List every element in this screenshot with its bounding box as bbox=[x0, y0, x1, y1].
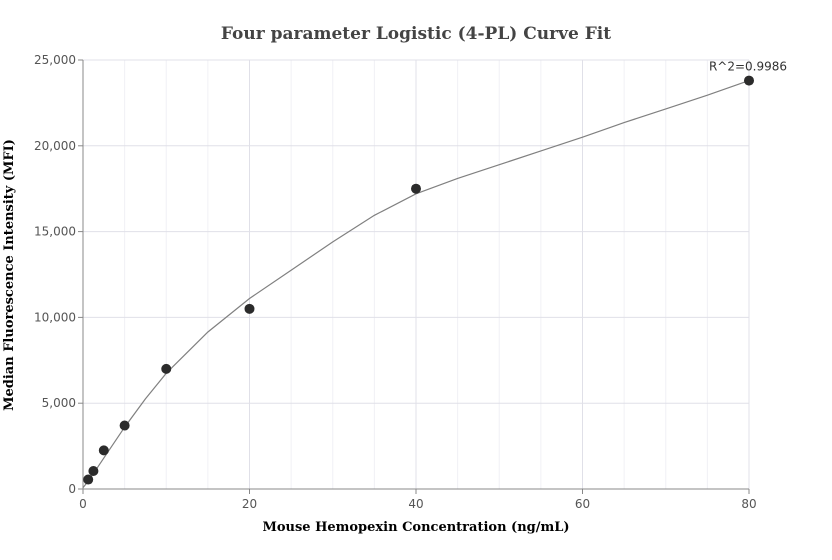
y-tick-label: 10,000 bbox=[34, 310, 76, 324]
x-tick-label: 0 bbox=[79, 497, 87, 511]
y-axis-title: Median Fluorescence Intensity (MFI) bbox=[2, 139, 17, 411]
x-tick-labels: 0 20 40 60 80 bbox=[79, 489, 757, 511]
x-tick-label: 40 bbox=[408, 497, 423, 511]
data-point bbox=[161, 363, 172, 374]
major-grid bbox=[83, 59, 750, 489]
r-squared-annotation: R^2=0.9986 bbox=[709, 60, 787, 74]
y-tick-label: 25,000 bbox=[34, 53, 76, 67]
data-point bbox=[83, 474, 94, 485]
data-point bbox=[88, 465, 99, 476]
data-point bbox=[411, 183, 421, 194]
y-tick-labels: 0 5,000 10,000 15,000 20,000 25,000 bbox=[34, 53, 83, 496]
fit-curve bbox=[82, 80, 750, 488]
x-tick-label: 20 bbox=[242, 497, 257, 511]
minor-grid bbox=[124, 60, 708, 489]
data-point bbox=[98, 445, 109, 456]
data-point bbox=[119, 420, 130, 431]
data-point bbox=[244, 303, 255, 314]
y-tick-label: 5,000 bbox=[42, 396, 76, 410]
data-point bbox=[744, 75, 754, 86]
chart-title: Four parameter Logistic (4-PL) Curve Fit bbox=[221, 24, 611, 44]
y-tick-label: 20,000 bbox=[34, 139, 76, 153]
x-tick-label: 60 bbox=[575, 497, 590, 511]
data-points bbox=[83, 75, 754, 485]
x-axis-title: Mouse Hemopexin Concentration (ng/mL) bbox=[262, 520, 569, 535]
x-tick-label: 80 bbox=[741, 497, 756, 511]
y-tick-label: 0 bbox=[68, 482, 76, 496]
y-tick-label: 15,000 bbox=[34, 225, 76, 239]
